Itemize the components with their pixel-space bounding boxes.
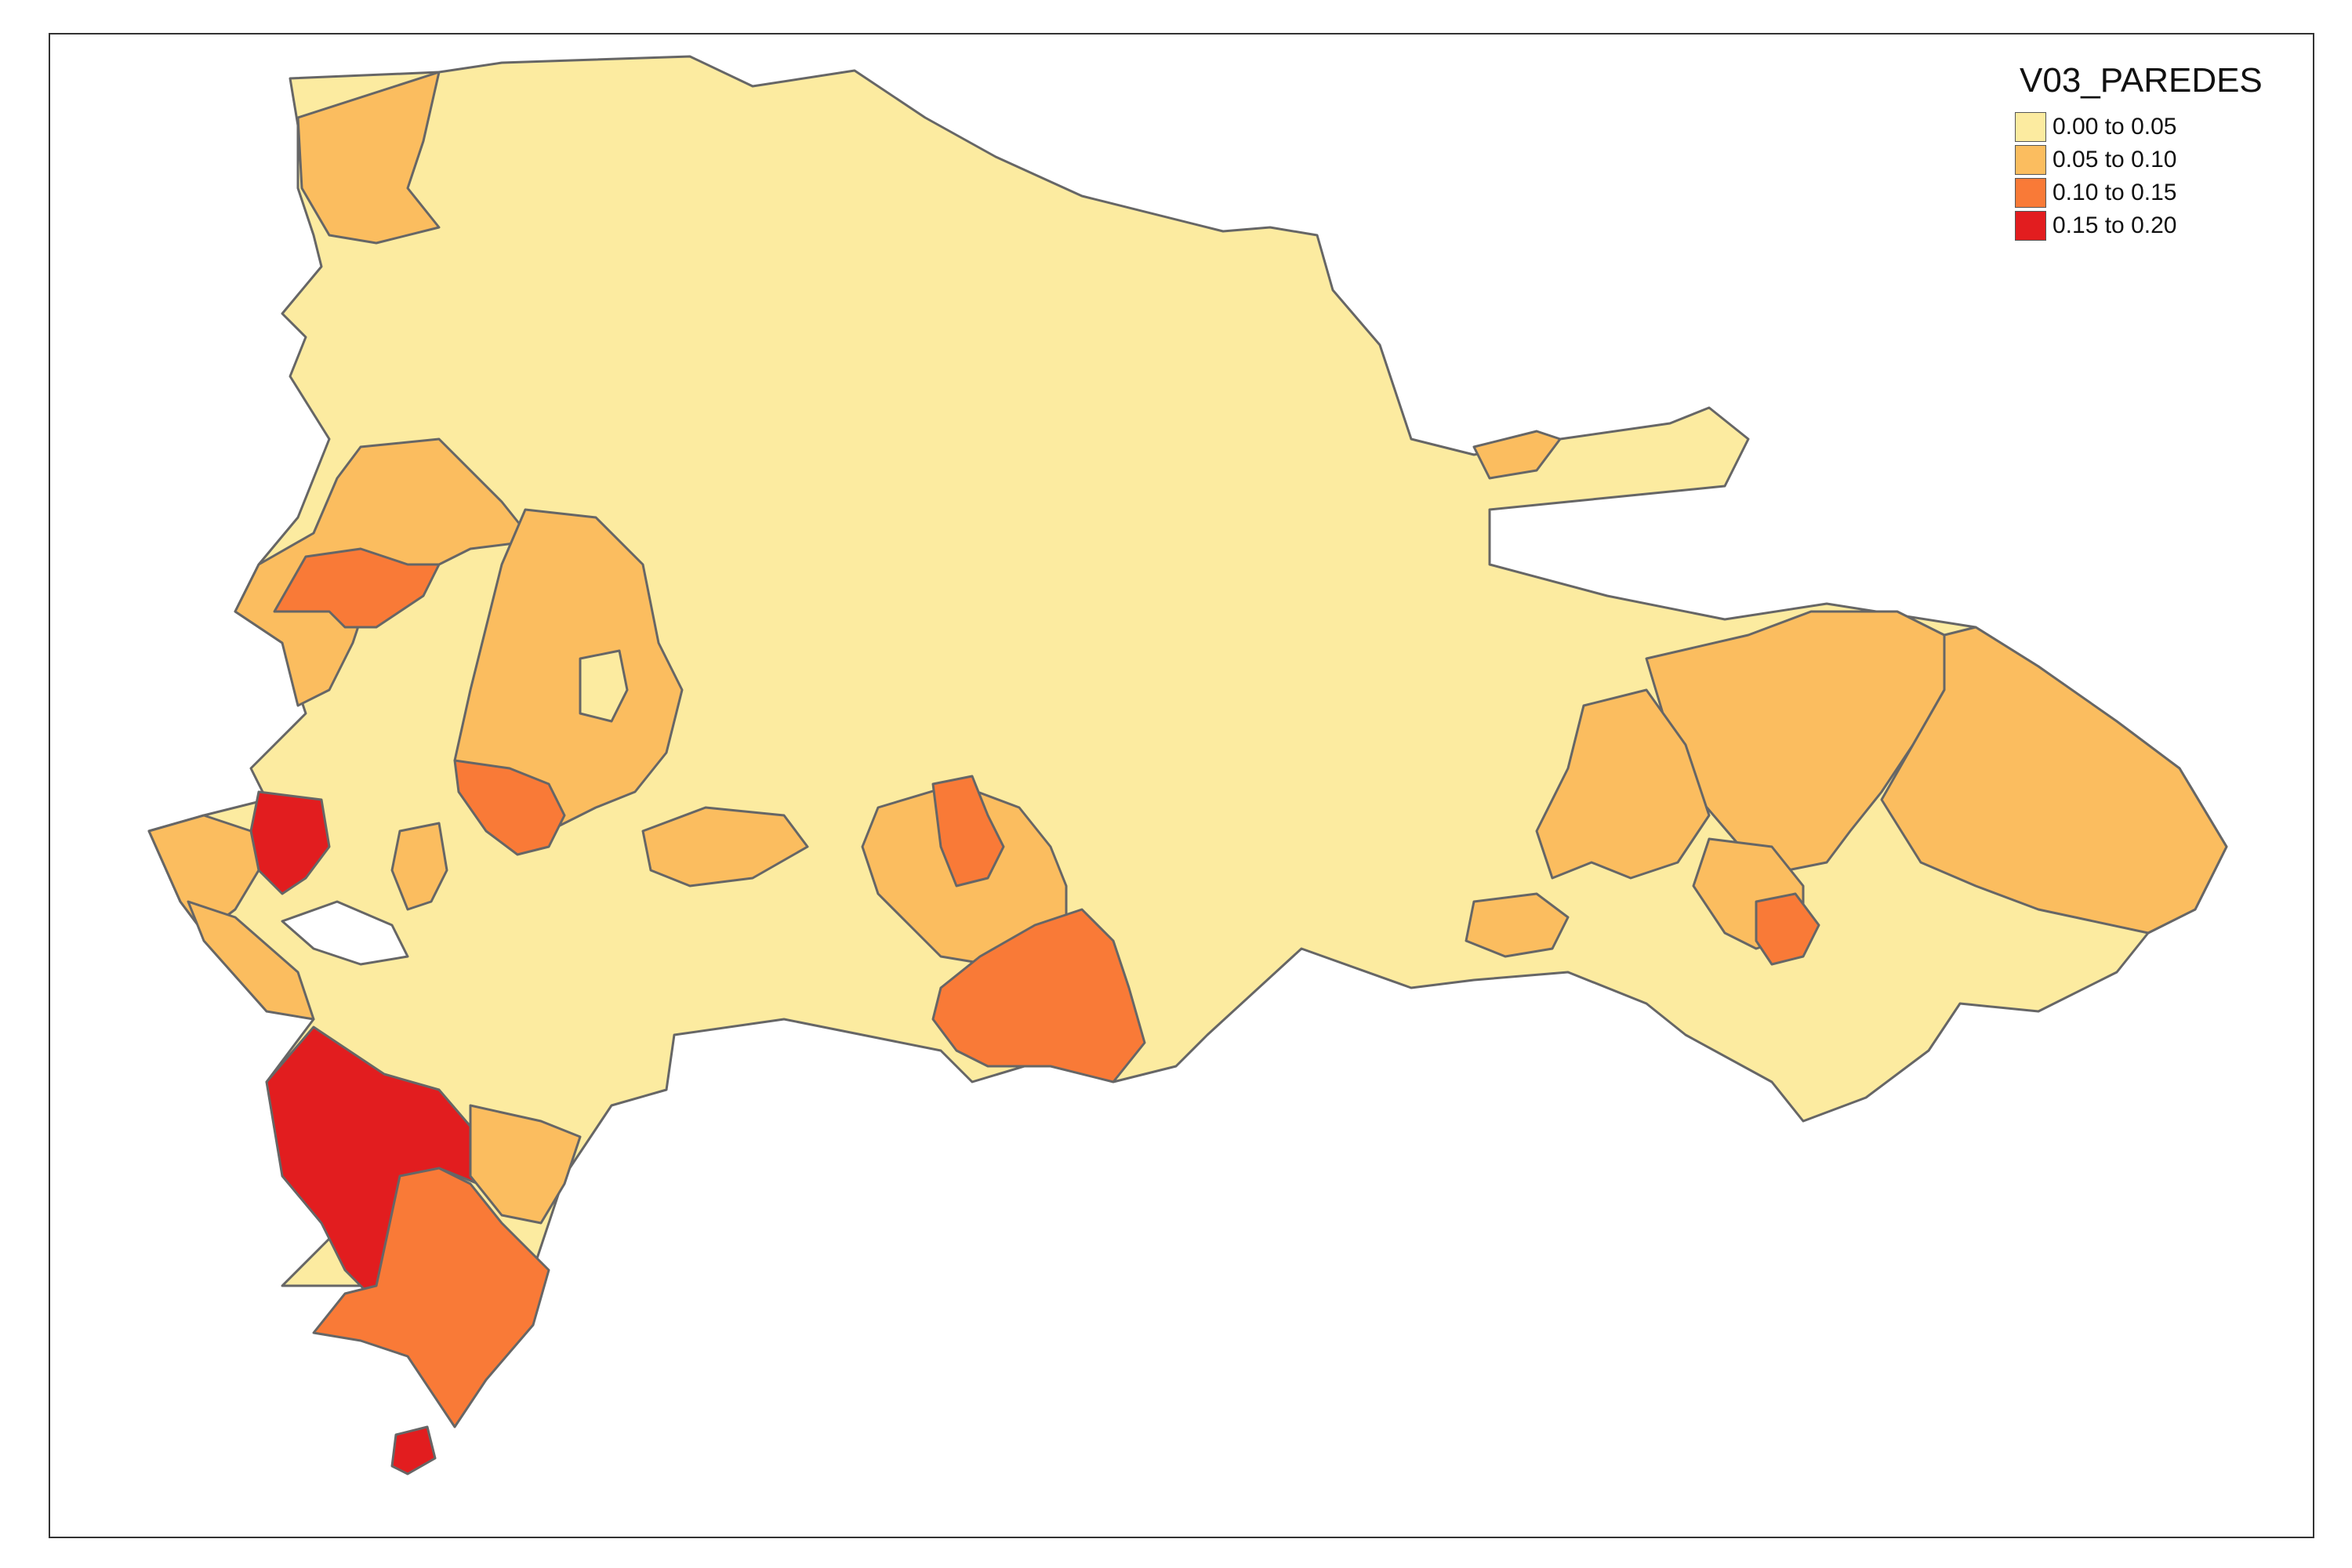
region-beata-red — [390, 1425, 437, 1475]
region-s-mid-1 — [469, 1104, 582, 1225]
region-s-mid-2 — [641, 806, 809, 887]
legend: V03_PAREDES 0.00 to 0.05 0.05 to 0.10 0.… — [2015, 61, 2263, 243]
legend-label: 0.00 to 0.05 — [2053, 114, 2177, 140]
region-enclave — [579, 649, 629, 723]
region-sw-coast — [147, 814, 260, 935]
region-nw-coast — [296, 71, 441, 245]
region-east-4 — [1465, 892, 1570, 958]
region-east-3 — [1535, 688, 1711, 880]
region-east-dark — [1755, 892, 1820, 966]
region-sw-lakeshore — [187, 900, 315, 1021]
region-central-west — [453, 508, 684, 833]
region-east-2 — [1880, 626, 2228, 935]
region-w-dark — [273, 547, 441, 629]
legend-item: 0.00 to 0.05 — [2015, 111, 2263, 143]
island-base — [147, 55, 2228, 1342]
legend-item: 0.10 to 0.15 — [2015, 177, 2263, 209]
region-s-mid-3 — [390, 822, 448, 911]
region-central-west-inner — [453, 759, 566, 856]
region-s-peninsula — [312, 1167, 550, 1428]
legend-item: 0.15 to 0.20 — [2015, 210, 2263, 241]
region-east-1 — [1645, 610, 1946, 872]
legend-swatch — [2015, 145, 2046, 175]
legend-title: V03_PAREDES — [2020, 61, 2263, 100]
legend-swatch — [2015, 211, 2046, 241]
legend-swatch — [2015, 112, 2046, 142]
region-lake — [281, 900, 409, 966]
region-s-central-dark — [931, 775, 1005, 887]
legend-swatch — [2015, 178, 2046, 208]
legend-item: 0.05 to 0.10 — [2015, 144, 2263, 176]
legend-label: 0.05 to 0.10 — [2053, 147, 2177, 172]
legend-label: 0.15 to 0.20 — [2053, 212, 2177, 238]
region-ne-strip — [1472, 430, 1562, 480]
region-azua-dark — [931, 908, 1146, 1083]
legend-label: 0.10 to 0.15 — [2053, 180, 2177, 205]
